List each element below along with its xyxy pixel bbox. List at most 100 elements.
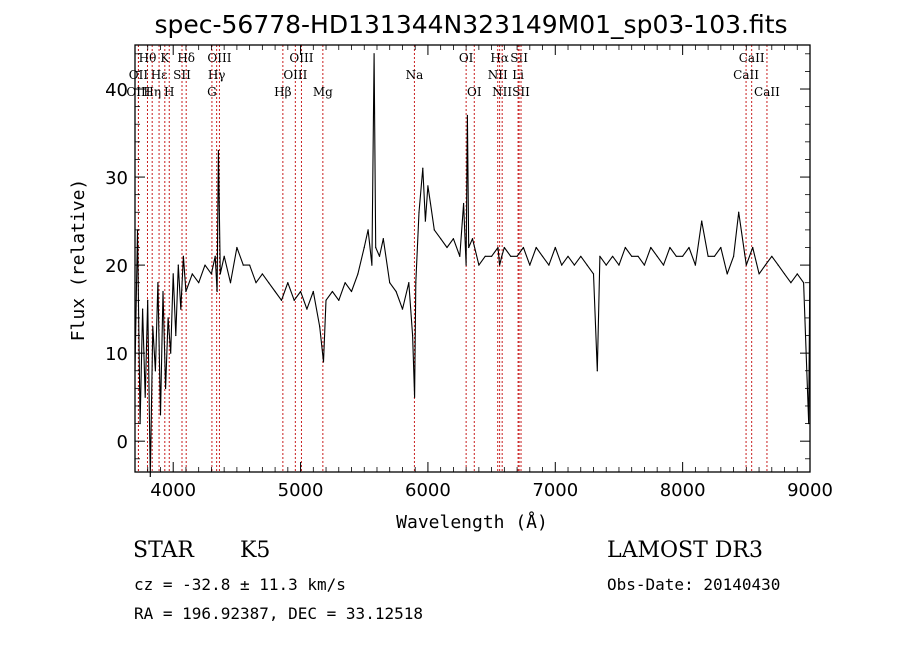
data-point xyxy=(167,317,169,319)
marker-label: H xyxy=(164,85,174,99)
axes: 4000 5000 6000 7000 8000 9000 0 10 20 30 40 xyxy=(105,45,833,501)
marker-label: OIII xyxy=(289,51,313,65)
data-point xyxy=(586,264,588,266)
marker-label: Hα xyxy=(490,51,509,65)
data-point xyxy=(624,246,626,249)
data-point xyxy=(675,255,677,257)
spectrum-series xyxy=(134,53,811,478)
marker-label: K xyxy=(160,51,170,65)
data-point xyxy=(325,299,327,301)
redshift-text: cz = -32.8 ± 11.3 km/s xyxy=(134,575,346,594)
data-point xyxy=(198,282,200,284)
data-point xyxy=(713,255,716,257)
data-point xyxy=(440,238,442,240)
data-point xyxy=(580,255,582,257)
data-point xyxy=(669,246,671,249)
object-class: STAR xyxy=(133,538,194,563)
data-point xyxy=(395,290,397,293)
marker-label: Hθ xyxy=(139,51,157,65)
data-point xyxy=(694,264,696,266)
marker-label: Hε xyxy=(151,68,168,82)
data-point xyxy=(429,202,432,205)
data-point xyxy=(650,246,652,249)
chart-title: spec-56778-HD131344N323149M01_sp03-103.f… xyxy=(154,10,787,39)
data-point xyxy=(382,238,384,240)
data-point xyxy=(255,282,257,284)
data-point xyxy=(214,255,216,257)
data-point xyxy=(573,264,575,266)
data-point xyxy=(726,273,728,275)
data-point xyxy=(223,255,225,257)
data-point xyxy=(373,53,375,55)
data-point xyxy=(401,308,404,310)
marker-label: OI xyxy=(467,85,482,99)
x-tick-label: 5000 xyxy=(278,480,324,501)
data-point xyxy=(219,273,221,275)
marker-label: OIII xyxy=(283,68,307,82)
data-point xyxy=(180,308,182,310)
y-tick-label: 10 xyxy=(105,344,128,365)
data-point xyxy=(459,255,461,257)
data-point xyxy=(478,264,480,266)
data-point xyxy=(484,255,486,257)
marker-label: SII xyxy=(173,68,191,82)
data-point xyxy=(217,150,220,152)
data-point xyxy=(462,202,465,205)
data-point xyxy=(229,282,232,284)
data-point xyxy=(503,246,505,249)
plot-frame xyxy=(134,44,811,473)
data-point xyxy=(312,290,314,293)
marker-label: Hδ xyxy=(177,51,195,65)
data-point xyxy=(599,255,601,257)
data-point xyxy=(783,273,786,275)
data-point xyxy=(424,220,426,222)
data-point xyxy=(771,255,773,257)
data-point xyxy=(707,255,709,257)
data-point xyxy=(280,299,283,301)
data-point xyxy=(236,246,238,249)
data-point xyxy=(306,308,308,310)
data-point xyxy=(415,282,417,284)
data-point xyxy=(378,255,381,257)
marker-label: NII xyxy=(488,68,508,82)
data-point xyxy=(274,290,276,293)
data-point xyxy=(501,255,503,257)
data-point xyxy=(605,264,607,266)
data-point xyxy=(611,255,614,257)
data-point xyxy=(293,299,295,301)
data-point xyxy=(427,185,429,187)
ra-dec: RA = 196.92387, DEC = 33.12518 xyxy=(134,604,423,623)
data-point xyxy=(618,264,620,266)
marker-label: SII xyxy=(512,85,530,99)
data-point xyxy=(516,255,518,257)
x-tick-label: 6000 xyxy=(405,480,451,501)
data-point xyxy=(287,282,289,284)
spectrum-line xyxy=(134,53,811,477)
data-point xyxy=(268,282,270,284)
data-point xyxy=(159,414,162,416)
data-point xyxy=(350,290,353,293)
data-point xyxy=(522,246,525,249)
marker-label: SII xyxy=(510,51,528,65)
data-point xyxy=(790,282,792,284)
y-axis-label: Flux (relative) xyxy=(68,179,89,342)
data-point xyxy=(147,299,149,301)
data-point xyxy=(191,273,193,275)
survey-name: LAMOST DR3 xyxy=(607,538,763,563)
marker-label: CaII xyxy=(733,68,759,82)
data-point xyxy=(344,282,346,284)
data-point xyxy=(363,246,365,249)
data-point xyxy=(567,255,569,257)
data-point xyxy=(491,255,493,257)
marker-label: Mg xyxy=(313,85,333,99)
data-point xyxy=(261,273,263,275)
data-point xyxy=(175,334,177,337)
data-point xyxy=(164,387,167,389)
data-point xyxy=(466,114,469,117)
data-point xyxy=(548,264,550,266)
data-point xyxy=(738,211,740,213)
data-point xyxy=(182,255,184,257)
data-point xyxy=(170,352,172,354)
